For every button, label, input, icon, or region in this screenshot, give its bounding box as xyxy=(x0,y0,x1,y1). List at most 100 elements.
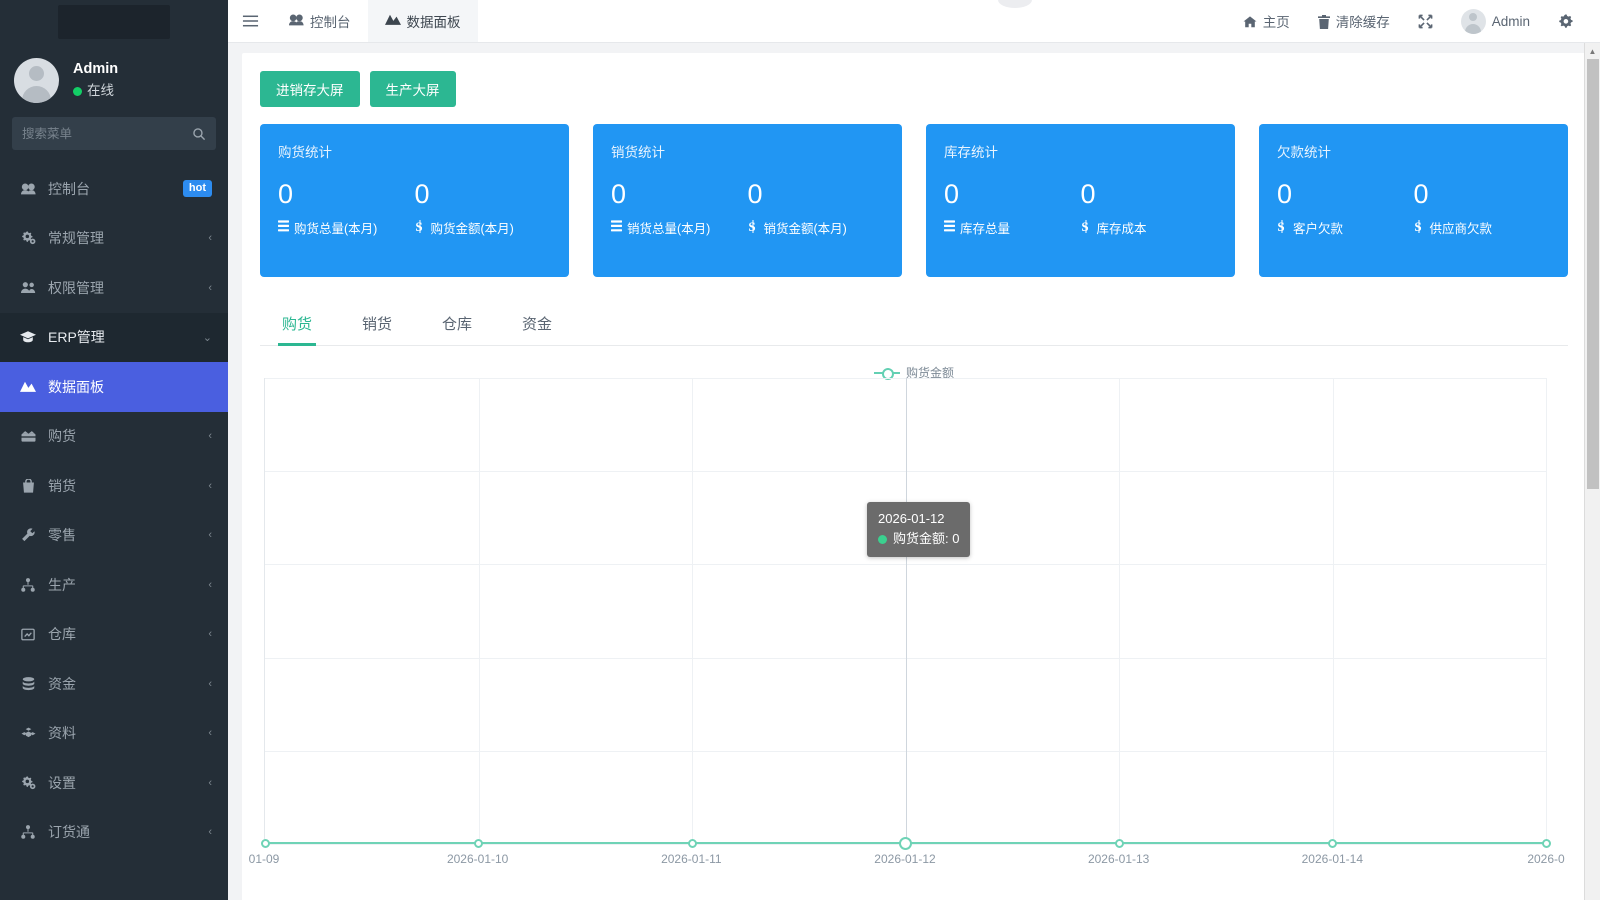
sidebar-item-1[interactable]: 常规管理 ‹ xyxy=(0,214,228,264)
dashboard-tab-0[interactable]: 购货 xyxy=(277,301,317,346)
stat-value: 0 xyxy=(747,179,763,209)
bag-icon xyxy=(18,478,38,493)
money-icon: S xyxy=(1081,219,1092,236)
search-input[interactable] xyxy=(22,126,192,141)
gridline-v xyxy=(1546,378,1547,844)
dashboard-tab-3[interactable]: 资金 xyxy=(522,316,553,333)
logo-area[interactable] xyxy=(0,0,228,43)
window-icon xyxy=(18,628,38,641)
user-name-label: Admin xyxy=(1491,13,1530,29)
sidebar-item-9[interactable]: 仓库 ‹ xyxy=(0,610,228,660)
sidebar-item-2[interactable]: 权限管理 ‹ xyxy=(0,263,228,313)
svg-text:S: S xyxy=(415,220,422,233)
dashboard-tab-1[interactable]: 销货 xyxy=(362,316,393,333)
stat-label-text: 库存总量 xyxy=(960,222,1011,237)
data-point-6[interactable] xyxy=(1541,839,1551,848)
sidebar-item-11[interactable]: 资料 ‹ xyxy=(0,709,228,759)
sidebar-item-label: 数据面板 xyxy=(48,378,104,395)
data-point-1[interactable] xyxy=(474,839,483,848)
data-point-3[interactable] xyxy=(899,837,912,850)
stat-metric: 0 S 库存成本 xyxy=(1081,180,1218,237)
stat-label: S 供应商欠款 xyxy=(1414,218,1551,237)
stat-card-1[interactable]: 销货统计 0 销货总量(本月) 0 S 销货金额(本月) xyxy=(593,124,902,277)
sidebar-item-12[interactable]: 设置 ‹ xyxy=(0,758,228,808)
topbar-tab-1[interactable]: 数据面板 xyxy=(367,0,478,42)
settings-button[interactable] xyxy=(1546,0,1586,43)
gridline-v xyxy=(478,378,480,844)
hamburger-icon[interactable] xyxy=(228,0,272,42)
user-menu[interactable]: Admin xyxy=(1449,0,1542,43)
sidebar-item-4[interactable]: 数据面板 xyxy=(0,362,228,412)
stat-value: 0 xyxy=(1277,179,1293,209)
fullscreen-button[interactable] xyxy=(1406,0,1445,43)
topbar-tabs: 控制台 数据面板 xyxy=(272,0,478,42)
data-point-0[interactable] xyxy=(260,839,270,848)
sidebar-item-label: 设置 xyxy=(48,774,76,791)
chart-legend[interactable]: 购货金额 xyxy=(873,364,955,381)
sidebar-item-label: 生产 xyxy=(48,576,76,593)
sidebar-item-6[interactable]: 销货 ‹ xyxy=(0,461,228,511)
scrollbar-thumb[interactable] xyxy=(1587,59,1599,489)
topbar-tab-0[interactable]: 控制台 xyxy=(272,0,368,42)
data-point-4[interactable] xyxy=(1114,839,1124,848)
cogs-icon xyxy=(18,231,38,245)
search-icon[interactable] xyxy=(192,126,206,142)
stat-card-title: 欠款统计 xyxy=(1277,145,1331,160)
stat-card-2[interactable]: 库存统计 0 库存总量 0 S 库存成本 xyxy=(926,124,1235,277)
stat-label-text: 库存成本 xyxy=(1096,222,1147,237)
chevron-icon: ‹ xyxy=(208,776,212,789)
x-axis-label: 2026-01-10 xyxy=(446,852,509,866)
gridline-v xyxy=(1332,378,1334,844)
stat-label: 库存总量 xyxy=(944,218,1081,237)
sidebar-item-13[interactable]: 订货通 ‹ xyxy=(0,808,228,858)
stat-value: 0 xyxy=(611,179,627,209)
sidebar-profile[interactable]: Admin 在线 xyxy=(0,43,228,117)
cursor-overlay xyxy=(998,0,1032,8)
box-icon xyxy=(18,430,38,443)
axis-pointer-line xyxy=(905,378,907,844)
sidebar-item-8[interactable]: 生产 ‹ xyxy=(0,560,228,610)
scroll-up-arrow-icon[interactable]: ▲ xyxy=(1585,43,1600,59)
profile-status-label: 在线 xyxy=(87,83,114,99)
sidebar-item-7[interactable]: 零售 ‹ xyxy=(0,511,228,561)
svg-text:S: S xyxy=(1414,220,1421,233)
sidebar-item-label: 订货通 xyxy=(48,824,90,841)
home-button[interactable]: 主页 xyxy=(1231,0,1302,43)
x-axis-label: 2026-01-12 xyxy=(874,852,936,866)
stat-metric: 0 S 购货金额(本月) xyxy=(415,180,552,237)
chart-plot-area[interactable] xyxy=(260,378,1551,850)
sidebar-item-0[interactable]: 控制台 hot xyxy=(0,164,228,214)
cubes-icon xyxy=(18,727,38,740)
topbar: 控制台 数据面板 主页 清除缓存 xyxy=(228,0,1600,43)
dashboard-tab-2[interactable]: 仓库 xyxy=(442,316,473,333)
sidebar-item-label: 购货 xyxy=(48,428,76,445)
data-point-2[interactable] xyxy=(687,839,697,848)
clear-cache-button[interactable]: 清除缓存 xyxy=(1306,0,1402,43)
stat-card-3[interactable]: 欠款统计 0 S 客户欠款 0 S 供应商欠款 xyxy=(1259,124,1568,277)
vertical-scrollbar[interactable]: ▲ xyxy=(1584,43,1600,900)
stat-metric: 0 S 供应商欠款 xyxy=(1414,180,1551,237)
production-screen-button[interactable]: 生产大屏 xyxy=(369,71,456,107)
stat-card-0[interactable]: 购货统计 0 购货总量(本月) 0 S 购货金额(本月) xyxy=(260,124,569,277)
avatar xyxy=(14,57,59,103)
data-point-5[interactable] xyxy=(1328,839,1337,848)
stat-label-text: 销货金额(本月) xyxy=(763,222,847,237)
topbar-right: 主页 清除缓存 xyxy=(1231,0,1600,42)
stat-label: S 客户欠款 xyxy=(1277,218,1414,237)
sidebar-item-label: 零售 xyxy=(48,527,76,544)
legend-label: 购货金额 xyxy=(905,366,955,380)
dashboard-panel: 进销存大屏 生产大屏 购货统计 0 购货总量(本月) 0 S 购货金额(本月) 销货统计 0 销… xyxy=(242,53,1586,900)
sidebar-item-5[interactable]: 购货 ‹ xyxy=(0,412,228,462)
stat-metric: 0 库存总量 xyxy=(944,180,1081,237)
inventory-screen-button[interactable]: 进销存大屏 xyxy=(260,71,360,107)
profile-name: Admin xyxy=(73,60,119,77)
graduation-icon xyxy=(18,331,38,343)
sidebar-item-3[interactable]: ERP管理 ⌄ xyxy=(0,312,228,362)
chevron-icon: ‹ xyxy=(208,727,212,740)
sidebar-item-10[interactable]: 资金 ‹ xyxy=(0,659,228,709)
cogs-icon xyxy=(18,776,38,790)
stat-metric: 0 S 销货金额(本月) xyxy=(748,180,885,237)
home-label: 主页 xyxy=(1262,15,1290,30)
stat-metric: 0 S 客户欠款 xyxy=(1277,180,1414,237)
stat-value: 0 xyxy=(1413,179,1429,209)
